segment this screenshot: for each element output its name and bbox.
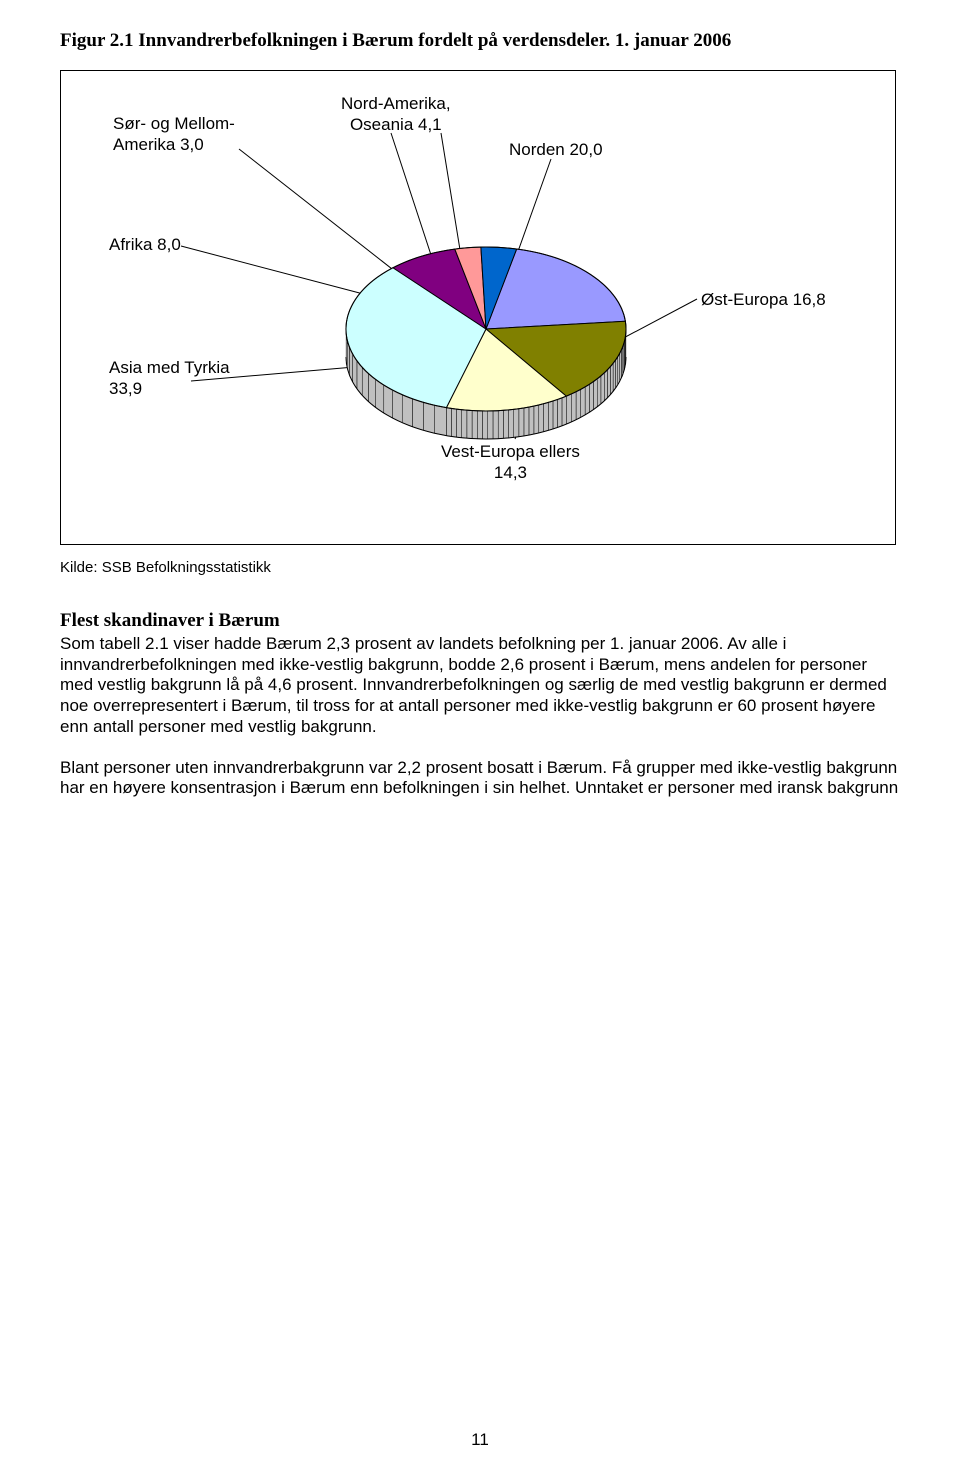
paragraph-1: Som tabell 2.1 viser hadde Bærum 2,3 pro… [60, 634, 900, 738]
pie-chart [341, 234, 631, 466]
figure-title: Figur 2.1 Innvandrerbefolkningen i Bærum… [60, 30, 900, 52]
page-number: 11 [0, 1430, 960, 1450]
pie-chart-container: Sør- og Mellom- Amerika 3,0 Nord-Amerika… [60, 70, 896, 545]
paragraph-2: Blant personer uten innvandrerbakgrunn v… [60, 758, 900, 799]
source-text: Kilde: SSB Befolkningsstatistikk [60, 559, 900, 576]
section-subhead: Flest skandinaver i Bærum [60, 610, 900, 632]
